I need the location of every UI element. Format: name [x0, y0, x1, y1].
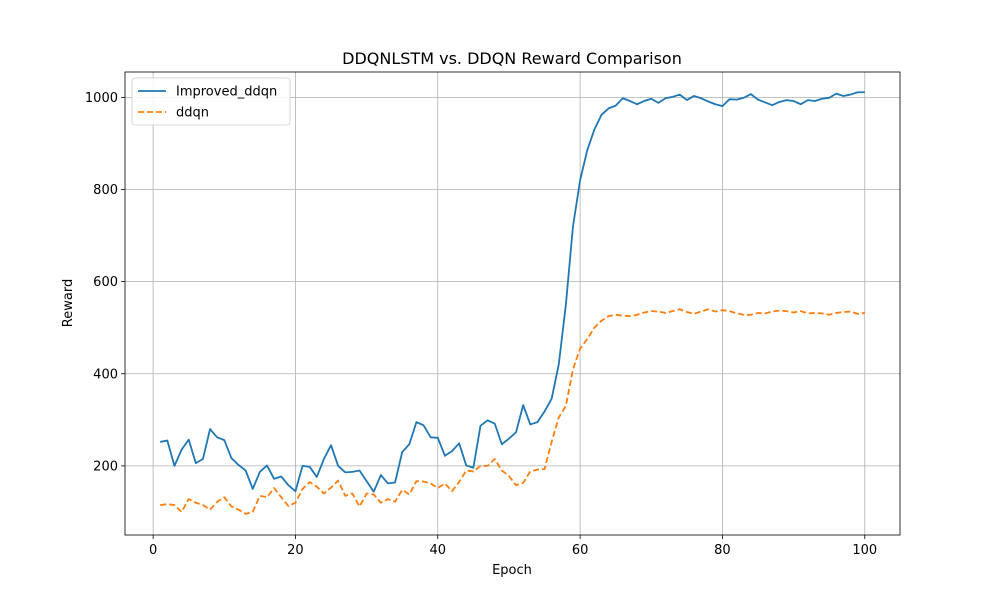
series-layer	[160, 91, 865, 515]
x-tick-label: 20	[287, 543, 304, 558]
y-tick-label: 200	[93, 459, 118, 474]
y-axis: 200 400 600 800 1000	[85, 91, 125, 474]
series-line-ddqn	[160, 308, 865, 515]
grid	[125, 72, 900, 535]
y-tick-label: 800	[93, 183, 118, 198]
x-tick-label: 60	[572, 543, 589, 558]
y-tick-label: 1000	[85, 91, 118, 106]
x-tick-label: 0	[149, 543, 157, 558]
chart-title: DDQNLSTM vs. DDQN Reward Comparison	[342, 49, 682, 68]
y-axis-label: Reward	[61, 279, 76, 327]
x-axis: 0 20 40 60 80 100	[149, 535, 877, 558]
y-tick-label: 600	[93, 275, 118, 290]
x-axis-label: Epoch	[492, 563, 532, 578]
series-line-improved-ddqn	[160, 91, 865, 493]
legend-label: Improved_ddqn	[176, 85, 277, 100]
x-tick-label: 40	[430, 543, 447, 558]
x-tick-label: 80	[714, 543, 731, 558]
plot-frame	[124, 71, 901, 536]
legend-box	[131, 77, 291, 126]
x-tick-label: 100	[852, 543, 877, 558]
y-tick-label: 400	[93, 367, 118, 382]
legend-label: ddqn	[176, 106, 209, 121]
